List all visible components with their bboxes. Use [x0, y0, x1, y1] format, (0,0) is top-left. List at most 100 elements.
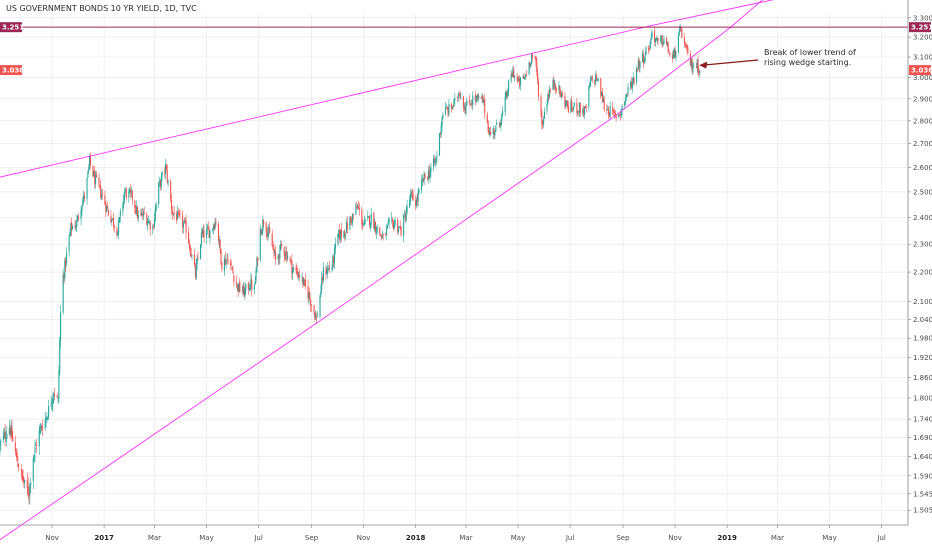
candle-body: [469, 104, 471, 106]
candle-body: [137, 214, 139, 219]
candle-body: [302, 277, 304, 286]
annotation-text-line: Break of lower trend of: [764, 48, 856, 57]
candle-body: [209, 230, 211, 239]
candle-body: [669, 52, 671, 55]
candle-body: [439, 133, 441, 135]
candle-body: [668, 53, 670, 55]
candle-body: [374, 221, 377, 232]
y-tick-label: 2.500: [913, 188, 932, 196]
candle-body: [42, 428, 44, 430]
candle-body: [106, 205, 109, 209]
candle-body: [28, 493, 30, 496]
y-tick-label: 1.640: [913, 453, 932, 461]
candle-body: [208, 229, 210, 238]
annotation-text-line: rising wedge starting.: [764, 58, 851, 67]
candle-body: [116, 228, 118, 236]
candle-body: [182, 223, 185, 228]
candle-body: [194, 254, 196, 266]
candle-body: [699, 71, 701, 73]
candle-body: [93, 172, 95, 177]
resistance-line: 3.251 3.251 3.036 3.036: [0, 22, 932, 76]
price-label-right-3251: 3.251: [911, 24, 932, 32]
candle-body: [128, 190, 130, 198]
y-tick-label: 2.300: [913, 241, 932, 249]
candle-body: [106, 205, 108, 213]
candle-body: [529, 62, 531, 66]
candle-body: [387, 221, 389, 225]
candle-body: [63, 275, 65, 278]
candle-body: [253, 285, 255, 290]
candle-body: [595, 74, 597, 84]
candle-body: [397, 220, 399, 232]
candle-body: [171, 210, 173, 215]
candle-body: [559, 85, 561, 93]
candle-body: [107, 209, 109, 216]
candle-body: [435, 159, 437, 161]
candle-body: [693, 66, 695, 68]
candle-body: [147, 221, 150, 224]
candle-body: [590, 77, 592, 79]
candle-body: [130, 190, 132, 193]
candle-body: [548, 94, 550, 98]
candle-body: [118, 216, 121, 222]
candle-body: [321, 277, 323, 290]
candle-body: [307, 285, 309, 299]
candle-body: [44, 419, 46, 429]
candle-body: [398, 226, 400, 228]
candle-body: [614, 112, 616, 115]
y-tick-label: 2.040: [913, 316, 932, 324]
candle-body: [475, 97, 477, 102]
candle-body: [296, 271, 298, 274]
candle-body: [142, 211, 144, 216]
candle-body: [254, 281, 256, 285]
candle-body: [271, 233, 273, 247]
candle-body: [554, 84, 556, 86]
candle-body: [471, 103, 473, 104]
candle-body: [179, 214, 181, 215]
candle-body: [446, 107, 448, 109]
y-tick-label: 1.545: [913, 490, 932, 498]
candle-body: [477, 95, 479, 99]
candle-body: [297, 272, 299, 278]
x-tick-label: Nov: [45, 534, 59, 542]
candle-body: [289, 257, 291, 261]
candle-body: [267, 232, 269, 236]
candle-body: [418, 189, 420, 194]
candle-body: [489, 132, 491, 136]
candle-body: [412, 194, 414, 201]
x-tick-label: 2018: [406, 534, 426, 542]
candle-body: [146, 214, 148, 226]
candle-body: [357, 206, 359, 209]
x-tick-label: Mar: [459, 534, 472, 542]
candle-body: [338, 229, 340, 235]
candle-body: [649, 40, 651, 49]
candle-body: [0, 443, 1, 446]
candle-body: [684, 44, 686, 46]
candle-body: [322, 277, 324, 281]
candle-body: [194, 265, 196, 277]
candle-body: [339, 230, 342, 240]
y-tick-label: 1.980: [913, 335, 932, 343]
candle-body: [513, 69, 515, 78]
candle-body: [281, 243, 283, 246]
candle-body: [290, 260, 292, 261]
candle-body: [507, 92, 509, 97]
candle-body: [15, 452, 17, 454]
x-tick-label: 2017: [94, 534, 114, 542]
candle-body: [442, 114, 444, 118]
candle-body: [364, 219, 366, 221]
candle-body: [368, 215, 371, 226]
candle-body: [345, 222, 348, 234]
candle-body: [541, 114, 543, 125]
candle-body: [472, 95, 474, 105]
price-badge-left-last: [0, 65, 22, 76]
candle-body: [444, 107, 447, 116]
candle-body: [565, 103, 567, 107]
price-badge-right-last: [909, 65, 931, 76]
candle-body: [362, 223, 364, 226]
candle-body: [697, 60, 699, 72]
candle-body: [284, 255, 286, 256]
candle-body: [131, 190, 133, 200]
candle-body: [553, 80, 555, 87]
